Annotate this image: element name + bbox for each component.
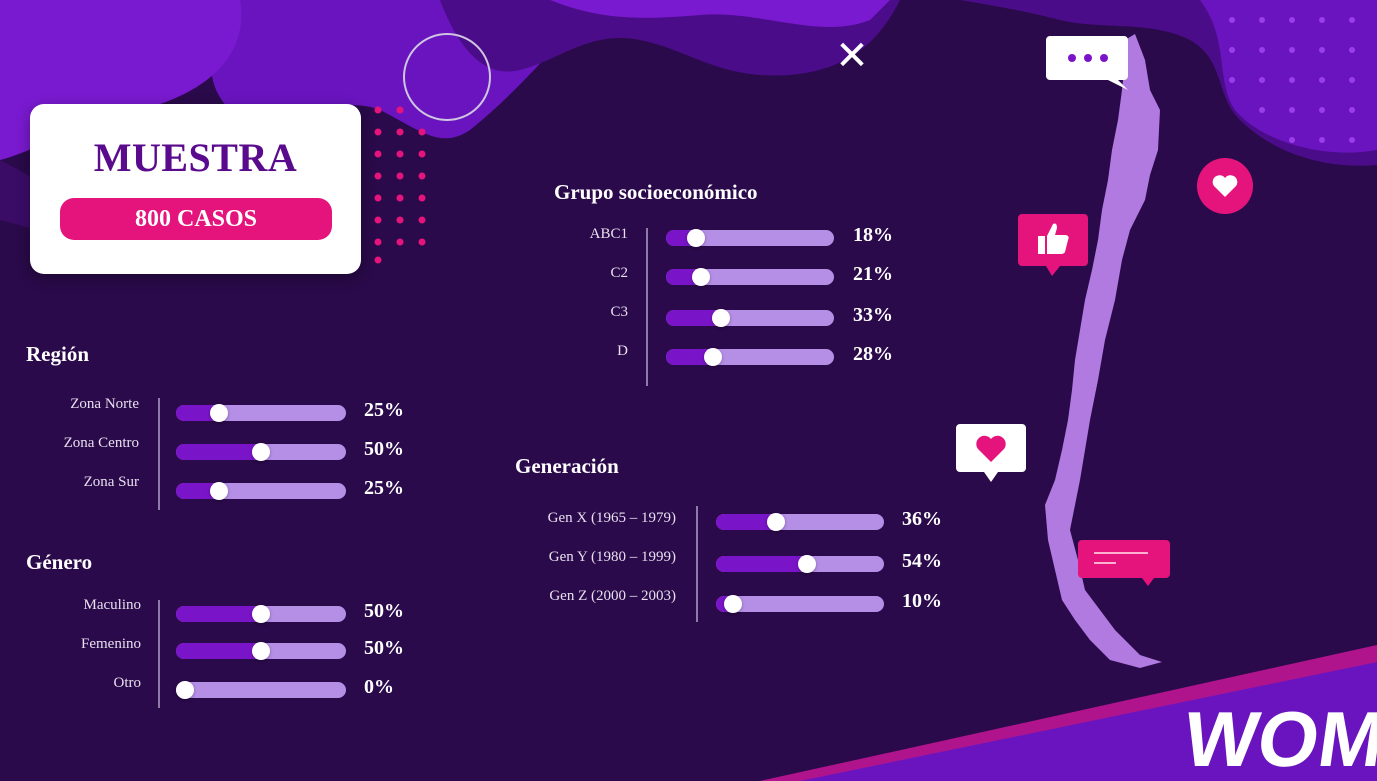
chile-map-icon [1045,34,1162,668]
region-progress-bar [176,482,346,500]
generacion-section-title: Generación [515,454,619,478]
genero-progress-bar [176,681,346,699]
generacion-percentage: 10% [902,590,942,612]
generacion-row-label: Gen Y (1980 – 1999) [548,549,676,565]
generacion-row-label: Gen X (1965 – 1979) [547,510,676,526]
message-bubble-icon [1078,540,1170,586]
genero-row-label: Maculino [83,597,142,613]
gse-progress-bar [666,348,834,366]
close-icon[interactable]: ✕ [835,33,869,79]
region-percentage: 25% [364,399,404,421]
region-percentage: 50% [364,438,404,460]
genero-progress-fill [176,643,261,659]
genero-divider [158,600,160,708]
wom-logo: WOM [1188,695,1377,778]
gse-row-label: ABC1 [589,226,628,242]
region-progress-fill [176,444,261,460]
region-progress-knob [209,482,228,500]
sample-title: MUESTRA [93,135,298,180]
genero-section-title: Género [26,550,93,574]
gse-progress-bar [666,268,834,286]
ring-decoration [403,33,491,121]
gse-percentage: 21% [853,263,893,285]
sample-count-badge: 800 CASOS [60,198,332,240]
gse-section-title: Grupo socioeconómico [554,180,758,204]
generacion-progress-fill [716,514,777,530]
dot-grid-decoration [374,106,426,264]
gse-progress-knob [712,309,731,327]
gse-progress-fill [666,349,714,365]
gse-progress-bar [666,309,834,327]
region-percentage: 25% [364,477,404,499]
generacion-divider [696,506,698,622]
generacion-row-label: Gen Z (2000 – 2003) [549,588,676,604]
generacion-progress-fill [716,556,807,572]
generacion-percentage: 54% [902,550,942,572]
gse-progress-knob [692,268,711,286]
generacion-progress-bar [716,555,884,573]
region-row-label: Zona Norte [70,396,139,412]
gse-row-label: C3 [610,304,628,320]
region-progress-bar [176,443,346,461]
gse-divider [646,228,648,386]
gse-progress-knob [704,348,723,366]
genero-percentage: 50% [364,637,404,659]
region-divider [158,398,160,510]
gse-progress-fill [666,310,722,326]
region-progress-bar [176,404,346,422]
genero-percentage: 50% [364,600,404,622]
gse-progress-knob [687,229,706,247]
region-section-title: Región [26,342,89,366]
genero-progress-knob [252,605,270,623]
generacion-percentage: 36% [902,508,942,530]
genero-progress-knob [176,681,194,699]
chat-dots-icon [1046,36,1128,90]
generacion-progress-bar [716,513,884,531]
generacion-progress-knob [723,595,742,613]
genero-percentage: 0% [364,676,394,698]
region-progress-fill [176,483,219,499]
genero-row-label: Femenino [81,636,141,652]
genero-progress-fill [176,606,261,622]
gse-row-label: C2 [610,265,628,281]
region-progress-knob [209,404,228,422]
generacion-progress-knob [797,555,816,573]
gse-progress-bar [666,229,834,247]
genero-progress-bar [176,605,346,623]
genero-progress-knob [252,642,270,660]
sample-card: MUESTRA 800 CASOS [30,104,361,274]
region-progress-fill [176,405,219,421]
genero-progress-bar [176,642,346,660]
generacion-progress-bar [716,595,884,613]
gse-percentage: 28% [853,343,893,365]
gse-percentage: 33% [853,304,893,326]
heart-icon [1197,158,1253,214]
thumbs-up-icon [1018,214,1088,276]
gse-percentage: 18% [853,224,893,246]
svg-text:WOM: WOM [1188,695,1377,778]
gse-row-label: D [617,343,628,359]
genero-row-label: Otro [113,675,142,691]
region-row-label: Zona Centro [63,435,139,451]
generacion-progress-knob [767,513,786,531]
region-row-label: Zona Sur [83,474,139,490]
heart-bubble-icon [956,424,1026,482]
region-progress-knob [252,443,270,461]
